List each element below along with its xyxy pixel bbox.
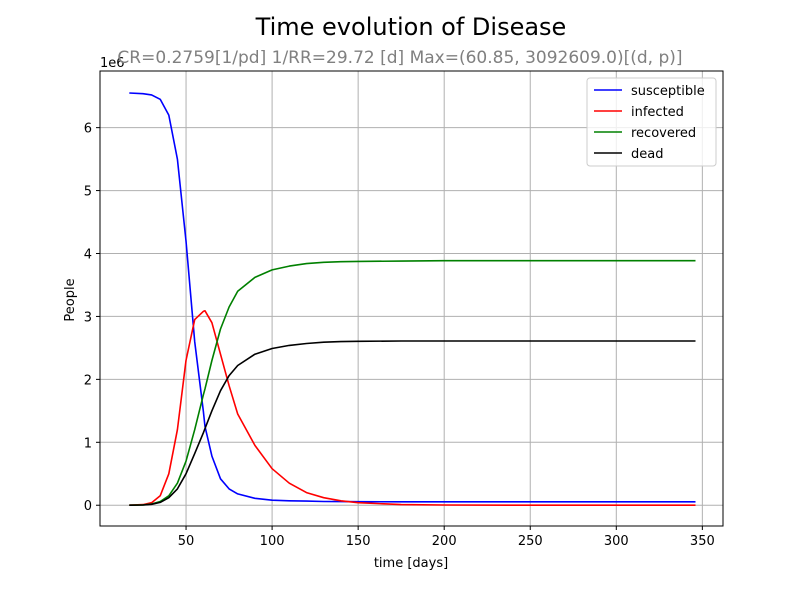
y-axis-label: People <box>63 278 78 321</box>
y-tick-label: 4 <box>84 248 92 263</box>
chart-title: Time evolution of Disease <box>255 13 567 41</box>
x-axis: 50 100 150 200 250 300 350 <box>178 526 715 549</box>
legend-label-recovered: recovered <box>631 126 696 141</box>
y-tick-label: 2 <box>84 373 92 388</box>
x-tick-label: 350 <box>690 534 715 549</box>
x-tick-label: 200 <box>432 534 457 549</box>
legend-label-susceptible: susceptible <box>631 84 705 99</box>
y-tick-label: 0 <box>84 499 92 514</box>
y-tick-label: 6 <box>84 122 92 137</box>
series-line-recovered <box>129 259 696 506</box>
x-tick-label: 250 <box>518 534 543 549</box>
y-axis: 0 1 2 3 4 5 6 <box>84 122 100 514</box>
y-tick-label: 3 <box>84 310 92 325</box>
series-line-susceptible <box>129 92 696 503</box>
legend-label-dead: dead <box>631 147 663 162</box>
plot-frame <box>99 70 724 527</box>
y-tick-label: 5 <box>84 185 92 200</box>
x-tick-label: 50 <box>178 534 195 549</box>
y-offset-label: 1e6 <box>100 56 125 71</box>
legend-label-infected: infected <box>631 105 684 120</box>
x-tick-label: 300 <box>604 534 629 549</box>
chart-subtitle: CR=0.2759[1/pd] 1/RR=29.72 [d] Max=(60.8… <box>117 48 682 68</box>
series-lines <box>129 92 696 507</box>
y-tick-label: 1 <box>84 436 92 451</box>
series-line-dead <box>129 340 696 506</box>
x-tick-label: 100 <box>260 534 285 549</box>
legend-box <box>586 77 717 167</box>
legend: susceptible infected recovered dead <box>586 77 717 167</box>
x-tick-label: 150 <box>346 534 371 549</box>
series-line-infected <box>129 309 696 507</box>
x-axis-label: time [days] <box>374 556 448 571</box>
